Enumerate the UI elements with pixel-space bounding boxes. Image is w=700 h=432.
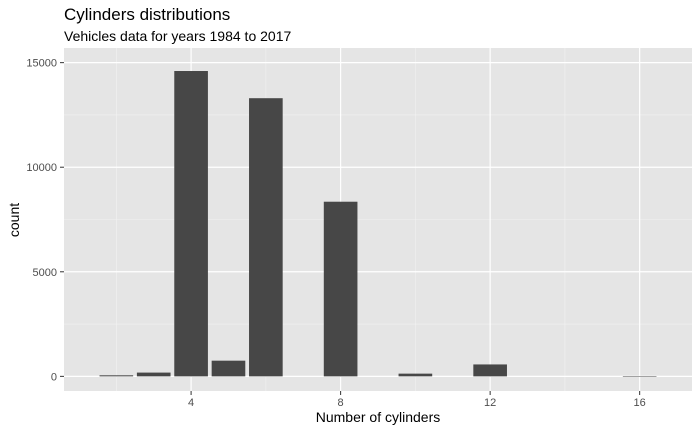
chart-subtitle: Vehicles data for years 1984 to 2017 — [64, 28, 292, 44]
x-tick-label: 12 — [484, 397, 496, 409]
x-tick-label: 8 — [338, 397, 344, 409]
bar-cyl-4 — [174, 71, 208, 377]
y-tick-label: 0 — [51, 371, 57, 383]
x-tick-label: 4 — [188, 397, 194, 409]
x-tick-label: 16 — [634, 397, 646, 409]
bar-cyl-12 — [473, 364, 507, 377]
bar-cyl-6 — [249, 98, 283, 377]
y-axis-title: count — [6, 203, 22, 237]
bar-cyl-10 — [398, 373, 433, 377]
bar-cyl-16 — [622, 376, 657, 377]
bars-group — [99, 71, 657, 377]
y-tick-label: 10000 — [26, 162, 57, 174]
chart-title: Cylinders distributions — [64, 5, 231, 24]
bar-cyl-2 — [99, 375, 134, 377]
bar-cyl-8 — [323, 201, 358, 377]
y-tick-label: 5000 — [33, 267, 57, 279]
bar-cyl-3 — [136, 372, 171, 377]
axes-group: 0 5000 10000 15000 4 8 12 16 — [26, 58, 645, 409]
x-axis-title: Number of cylinders — [316, 409, 441, 425]
bar-cyl-5 — [211, 360, 246, 377]
y-tick-label: 15000 — [26, 58, 57, 70]
